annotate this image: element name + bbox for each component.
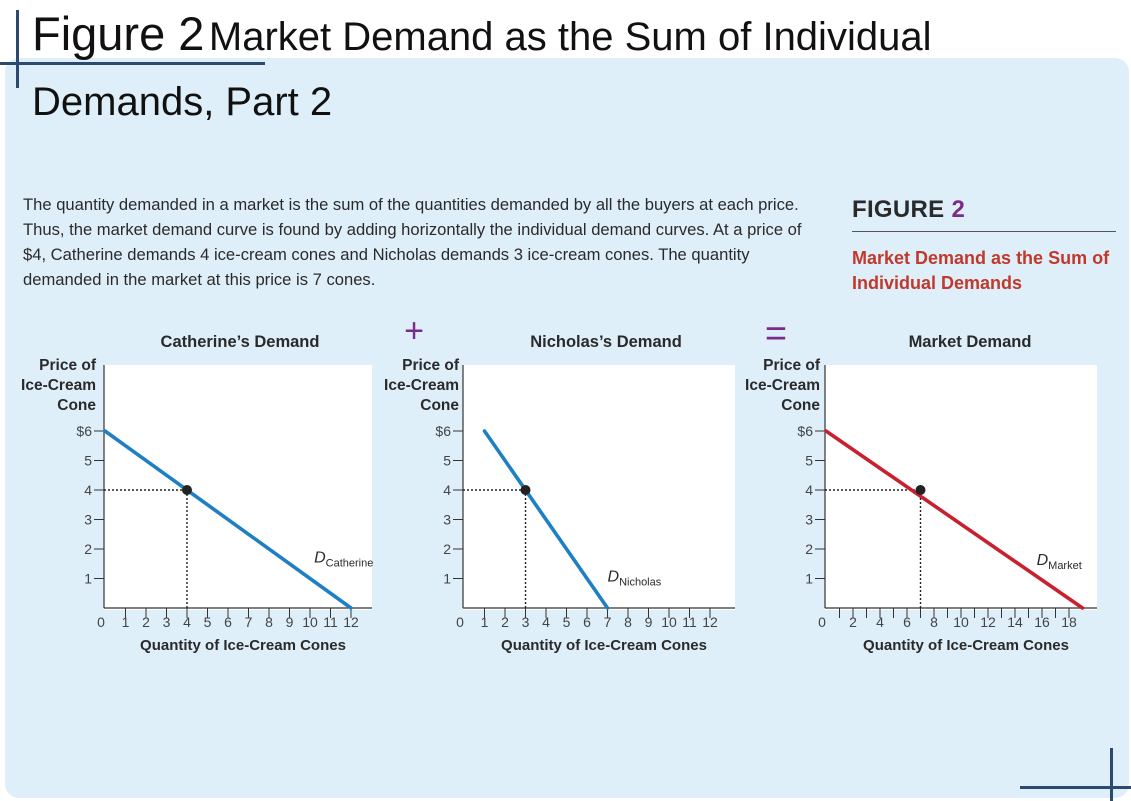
x-tick-label: 3 bbox=[163, 614, 171, 630]
y-tick-label: $6 bbox=[797, 423, 813, 439]
x-tick-label: 6 bbox=[583, 614, 591, 630]
y-axis-label: Price of Ice-Cream Cone bbox=[21, 357, 97, 414]
y-axis-label: Price of Ice-Cream Cone bbox=[384, 357, 460, 414]
corner-accent-horizontal bbox=[0, 62, 265, 65]
x-tick-label: 3 bbox=[522, 614, 530, 630]
slide-title-text: Market Demand as the Sum of Individual D… bbox=[32, 15, 932, 124]
chart-title: Nicholas’s Demand bbox=[530, 333, 682, 351]
y-tick-label: 5 bbox=[805, 453, 813, 469]
y-tick-label: 2 bbox=[84, 541, 92, 557]
x-axis-label: Quantity of Ice-Cream Cones bbox=[140, 637, 346, 654]
chart-catherine: Catherine’s Demand Price of Ice-Cream Cone 1… bbox=[21, 333, 373, 654]
x-tick-label: 12 bbox=[980, 614, 996, 630]
x-tick-label: 18 bbox=[1061, 614, 1077, 630]
y-tick-label: $6 bbox=[435, 423, 451, 439]
x-tick-label: 10 bbox=[661, 614, 677, 630]
x-tick-label: 12 bbox=[343, 614, 359, 630]
figure-label-word: FIGURE bbox=[852, 196, 945, 223]
y-tick-label: 1 bbox=[443, 571, 451, 587]
x-tick-label: 7 bbox=[604, 614, 612, 630]
x-tick-label: 11 bbox=[682, 614, 697, 630]
plot-area bbox=[463, 365, 735, 610]
y-tick-label: 4 bbox=[805, 482, 813, 498]
equals-operator: = bbox=[765, 313, 787, 355]
x-tick-label: 10 bbox=[953, 614, 969, 630]
x-axis-label: Quantity of Ice-Cream Cones bbox=[863, 637, 1069, 654]
curve-label-subscript: Catherine bbox=[326, 557, 374, 569]
curve-label-subscript: Nicholas bbox=[619, 576, 662, 588]
x-tick-label: 4 bbox=[183, 614, 191, 630]
x-tick-label: 14 bbox=[1007, 614, 1023, 630]
corner-accent-vertical bbox=[16, 10, 19, 88]
y-tick-label: 3 bbox=[84, 512, 92, 528]
x-axis-label: Quantity of Ice-Cream Cones bbox=[501, 637, 707, 654]
y-tick-label: 3 bbox=[443, 512, 451, 528]
slide-title-figure: Figure 2 bbox=[32, 7, 205, 60]
x-tick-label: 4 bbox=[876, 614, 884, 630]
corner-accent-bottom-horizontal bbox=[1020, 786, 1131, 789]
y-axis-label: Price of Ice-Cream Cone bbox=[745, 357, 821, 414]
x-tick-label: 8 bbox=[624, 614, 632, 630]
plot-area bbox=[825, 365, 1097, 610]
plot-area bbox=[104, 365, 372, 610]
highlight-point bbox=[915, 485, 926, 495]
slide-title: Figure 2 Market Demand as the Sum of Ind… bbox=[32, 6, 1092, 139]
x-tick-label: 2 bbox=[142, 614, 150, 630]
plus-operator: + bbox=[404, 312, 424, 350]
demand-curve-catherine bbox=[103, 429, 353, 610]
y-tick-label: 5 bbox=[84, 453, 92, 469]
chart-title: Catherine’s Demand bbox=[161, 333, 320, 351]
highlight-point bbox=[182, 485, 192, 495]
x-tick-label: 6 bbox=[224, 614, 232, 630]
highlight-point bbox=[520, 485, 531, 495]
y-tick-label: 4 bbox=[84, 482, 92, 498]
x-tick-label: 7 bbox=[245, 614, 253, 630]
demand-curve-market bbox=[824, 429, 1085, 610]
figure-caption: The quantity demanded in a market is the… bbox=[23, 195, 802, 289]
corner-accent-bottom-vertical bbox=[1110, 748, 1113, 801]
figure-label-subtitle: Market Demand as the Sum of Individual D… bbox=[852, 248, 1110, 293]
y-tick-label: 1 bbox=[84, 571, 92, 587]
x-tick-label: 12 bbox=[702, 614, 718, 630]
x-tick-label: 11 bbox=[323, 614, 338, 630]
y-tick-label: 4 bbox=[443, 482, 451, 498]
x-tick-label: 2 bbox=[501, 614, 509, 630]
x-tick-label: 1 bbox=[122, 614, 130, 630]
x-tick-label: 5 bbox=[563, 614, 571, 630]
y-tick-label: 1 bbox=[805, 571, 813, 587]
x-tick-label: 8 bbox=[265, 614, 273, 630]
x-tick-label: 16 bbox=[1034, 614, 1050, 630]
y-tick-label: 2 bbox=[805, 541, 813, 557]
x-tick-label: 0 bbox=[456, 614, 464, 630]
x-tick-label: 8 bbox=[930, 614, 938, 630]
x-tick-label: 5 bbox=[204, 614, 212, 630]
x-tick-label: 2 bbox=[849, 614, 857, 630]
figure-label-rule bbox=[852, 231, 1116, 232]
chart-title: Market Demand bbox=[909, 333, 1032, 351]
x-tick-label: 10 bbox=[302, 614, 318, 630]
figure-label-number: 2 bbox=[951, 196, 966, 223]
y-tick-label: $6 bbox=[76, 423, 92, 439]
demand-curve-nicholas bbox=[482, 429, 610, 610]
x-tick-label: 9 bbox=[645, 614, 653, 630]
y-tick-label: 2 bbox=[443, 541, 451, 557]
y-tick-label: 3 bbox=[805, 512, 813, 528]
x-tick-label: 1 bbox=[481, 614, 489, 630]
x-tick-label: 6 bbox=[903, 614, 911, 630]
y-tick-label: 5 bbox=[443, 453, 451, 469]
x-tick-label: 9 bbox=[286, 614, 294, 630]
figure-label: FIGURE 2 bbox=[852, 196, 965, 224]
x-tick-label: 4 bbox=[542, 614, 550, 630]
x-tick-label: 0 bbox=[818, 614, 826, 630]
curve-label-subscript: Market bbox=[1048, 560, 1082, 572]
x-tick-label: 0 bbox=[97, 614, 105, 630]
